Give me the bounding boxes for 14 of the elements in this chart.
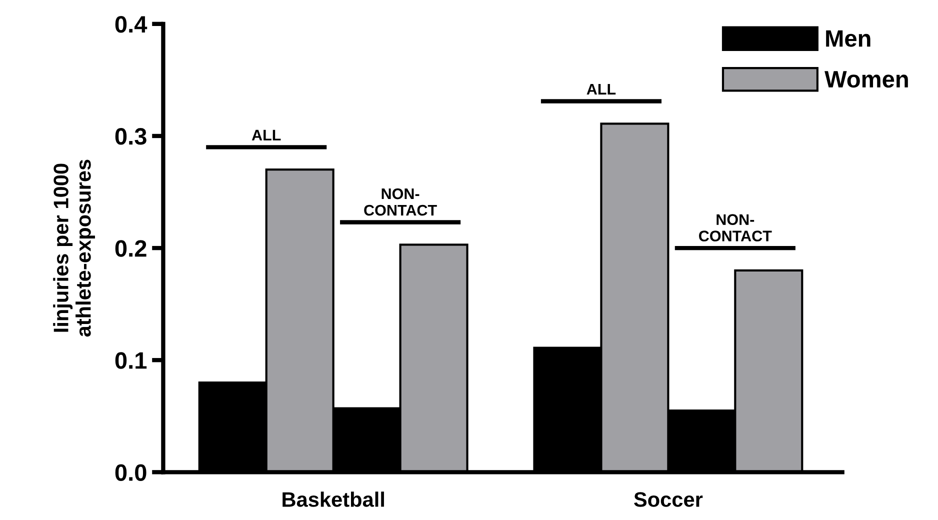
x-tick-label: ALL xyxy=(586,84,616,94)
y-tick-label: 0.0 xyxy=(115,464,146,481)
text: Soccer xyxy=(634,492,703,507)
y-tick-label: 0.3 xyxy=(115,128,146,145)
text: Basketball xyxy=(282,492,384,507)
x-tick-label: NON-CONTACT xyxy=(364,188,437,216)
y-tick-label: 0.2 xyxy=(115,240,146,257)
x-tick-label: NON-CONTACT xyxy=(699,214,772,242)
legend-label: Men xyxy=(826,30,870,47)
y-tick-label: 0.1 xyxy=(115,352,147,369)
y-tick-label: 0.4 xyxy=(115,16,148,33)
x-tick-label: ALL xyxy=(252,130,281,140)
legend-label: Women xyxy=(824,71,908,88)
y-axis-title: Iinjuries per 1000 athlete-exposures xyxy=(53,160,95,337)
